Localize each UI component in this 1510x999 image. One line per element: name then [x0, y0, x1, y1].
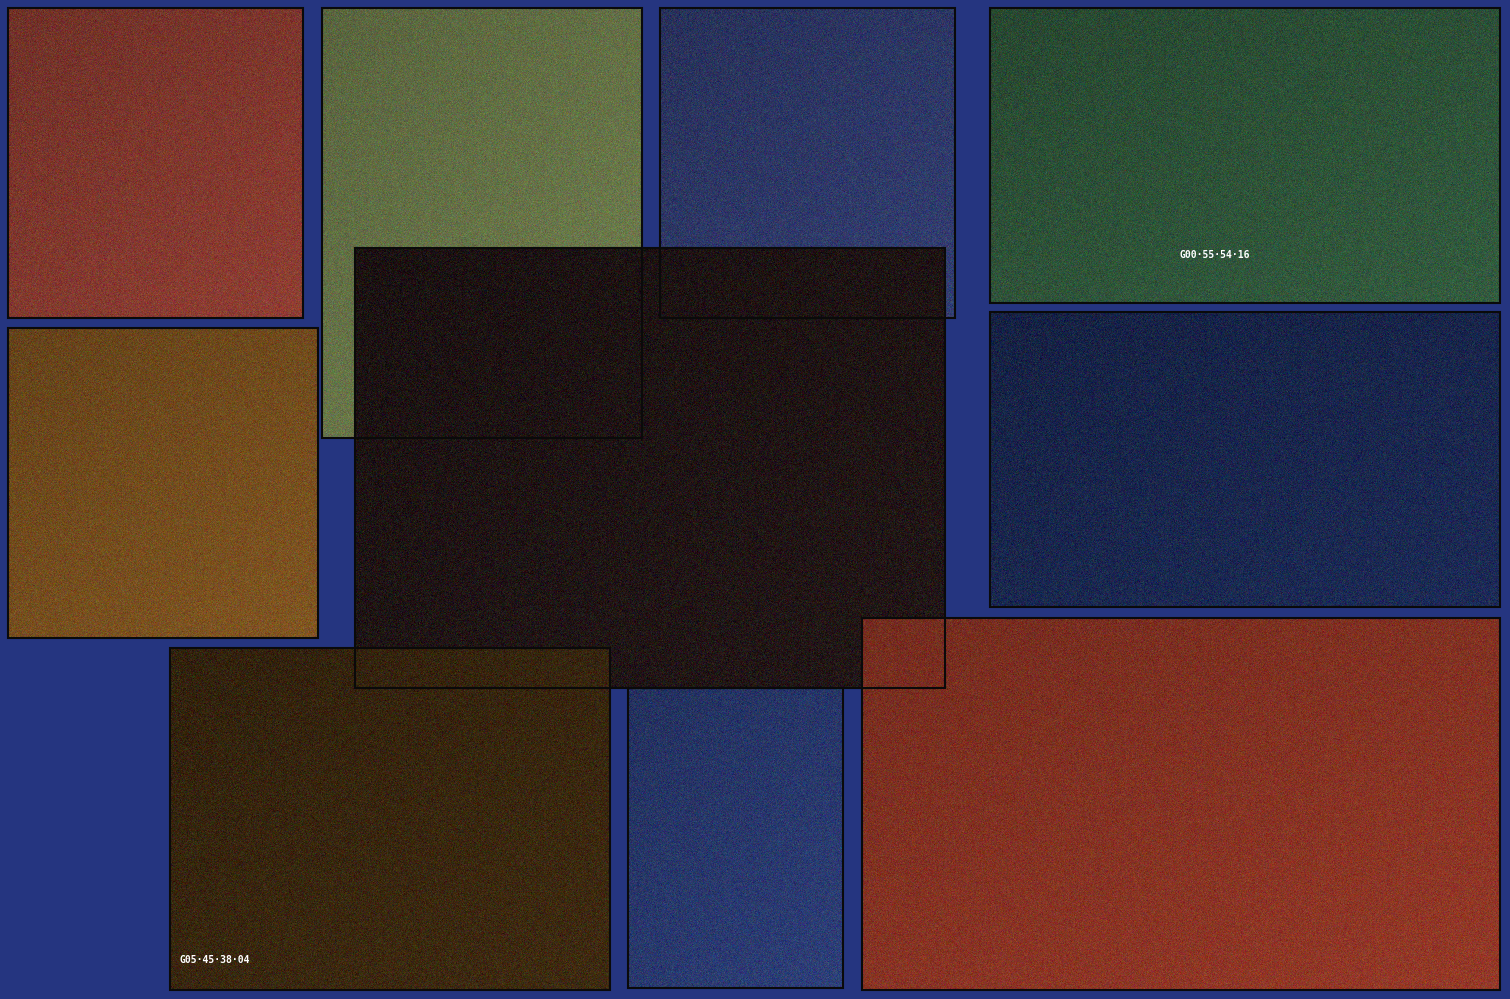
Bar — [862, 618, 1499, 990]
Bar — [355, 248, 945, 688]
Bar — [991, 312, 1499, 607]
Bar — [8, 328, 319, 638]
Bar — [660, 8, 954, 318]
Bar — [628, 688, 843, 988]
Text: G00·55·54·16: G00·55·54·16 — [1179, 250, 1250, 260]
Bar — [322, 8, 642, 438]
Text: G05·45·38·04: G05·45·38·04 — [180, 955, 251, 965]
Bar — [8, 8, 304, 318]
Bar — [991, 8, 1499, 303]
Bar — [171, 648, 610, 990]
